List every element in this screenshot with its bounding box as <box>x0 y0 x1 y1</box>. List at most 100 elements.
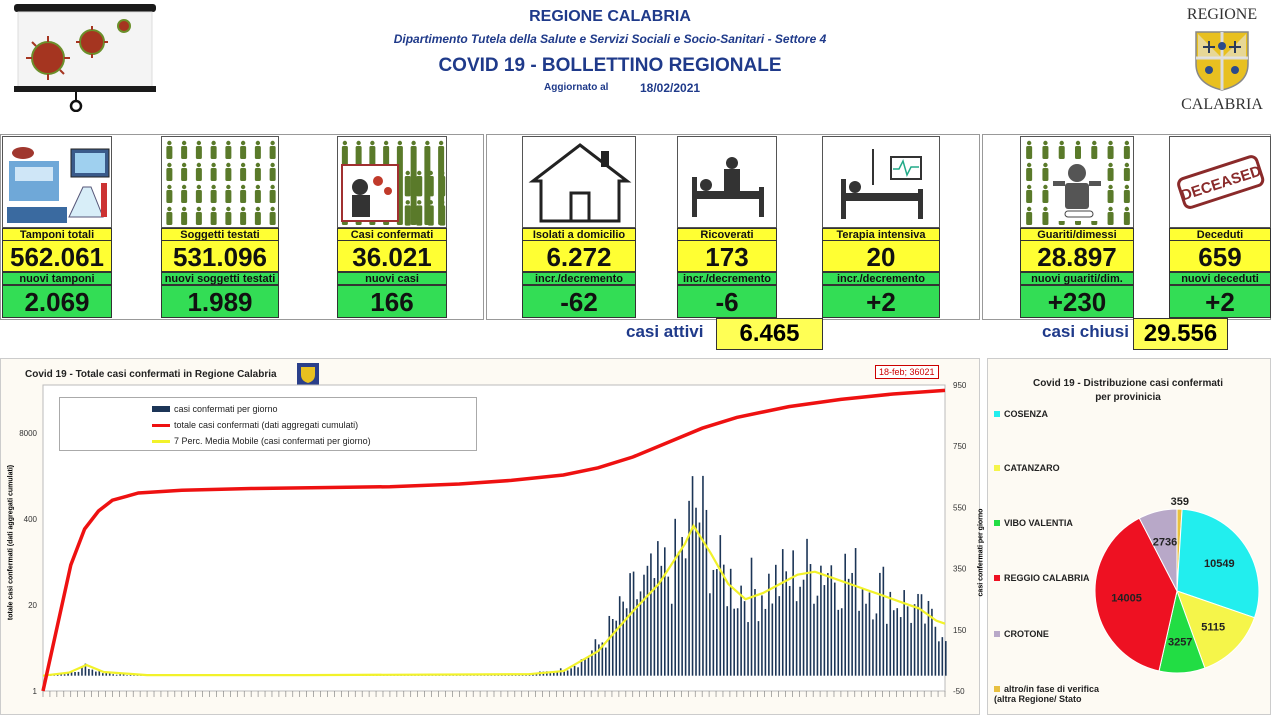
legend-swatch-daily <box>152 406 170 412</box>
tile-value: 20 <box>822 240 940 272</box>
icu-bed-icon <box>822 136 940 228</box>
daily-bar <box>78 672 80 676</box>
tile-sub-label: nuovi soggetti testati <box>161 272 279 285</box>
legend-item-daily: casi confermati per giorno <box>152 404 278 414</box>
daily-bar <box>595 639 597 675</box>
daily-bar <box>723 565 725 676</box>
regione-calabria-logo: REGIONE CALABRIA <box>1176 4 1268 112</box>
tile-sub-label: incr./decremento <box>677 272 777 285</box>
daily-bar <box>775 565 777 676</box>
legend-item-moving-avg: 7 Perc. Media Mobile (casi confermati pe… <box>152 436 371 446</box>
daily-bar <box>709 593 711 675</box>
left-tick-label: 400 <box>24 515 38 524</box>
bulletin-title: COVID 19 - BOLLETTINO REGIONALE <box>380 55 840 77</box>
daily-bar <box>792 550 794 675</box>
daily-bar <box>817 596 819 676</box>
daily-bar <box>740 586 742 676</box>
tile-sub-value: +2 <box>822 285 940 318</box>
daily-bar <box>584 658 586 675</box>
house-icon <box>522 136 636 228</box>
casi-attivi-label: casi attivi <box>626 322 704 342</box>
daily-bar <box>563 672 565 676</box>
coat-of-arms-icon <box>1192 28 1252 92</box>
daily-bar <box>896 608 898 676</box>
tile-terapia-intensiva: Terapia intensiva 20 incr./decremento +2 <box>822 136 940 320</box>
daily-bar <box>837 610 839 676</box>
main-chart-panel: Covid 19 - Totale casi confermati in Reg… <box>0 358 980 715</box>
daily-bar <box>116 675 118 676</box>
department-subtitle: Dipartimento Tutela della Salute e Servi… <box>330 32 890 46</box>
tile-value: 173 <box>677 240 777 272</box>
daily-bar <box>692 476 694 676</box>
daily-bar <box>570 668 572 675</box>
tile-tamponi-totali: Tamponi totali 562.061 nuovi tamponi 2.0… <box>2 136 112 320</box>
daily-bar <box>827 573 829 676</box>
updated-label: Aggiornato al <box>544 82 608 93</box>
daily-bar <box>924 624 926 676</box>
tile-value: 659 <box>1169 240 1271 272</box>
daily-bar <box>726 606 728 675</box>
daily-bar <box>622 602 624 676</box>
pie-slice-label: 3257 <box>1168 637 1192 649</box>
daily-bar <box>893 610 895 675</box>
legend-label-daily: casi confermati per giorno <box>174 404 278 414</box>
tile-ricoverati: Ricoverati 173 incr./decremento -6 <box>677 136 777 320</box>
tile-sub-value: -62 <box>522 285 636 318</box>
right-tick-label: 950 <box>953 381 967 390</box>
daily-bar <box>824 585 826 676</box>
daily-bar <box>678 552 680 676</box>
deceased-stamp-icon: DECEASED <box>1169 136 1271 228</box>
daily-bar <box>664 547 666 675</box>
daily-bar <box>605 648 607 676</box>
pie-slice-label: 10549 <box>1204 558 1235 570</box>
daily-bar <box>751 558 753 676</box>
daily-bar <box>935 627 937 676</box>
daily-bar <box>744 601 746 676</box>
daily-bar <box>810 564 812 676</box>
tile-deceduti: DECEASED Deceduti 659 nuovi deceduti +2 <box>1169 136 1271 320</box>
daily-bar <box>834 583 836 676</box>
right-tick-label: 150 <box>953 626 967 635</box>
daily-bar <box>754 589 756 676</box>
tile-sub-label: incr./decremento <box>822 272 940 285</box>
daily-bar <box>942 637 944 676</box>
daily-bar <box>848 579 850 676</box>
right-tick-label: 750 <box>953 442 967 451</box>
daily-bar <box>938 641 940 675</box>
daily-bar <box>706 510 708 676</box>
daily-bar <box>841 608 843 675</box>
daily-bar <box>799 587 801 676</box>
daily-bar <box>695 508 697 676</box>
tile-sub-value: 1.989 <box>161 285 279 318</box>
daily-bar <box>879 573 881 676</box>
daily-bar <box>865 604 867 676</box>
tile-sub-label: nuovi deceduti <box>1169 272 1271 285</box>
daily-bar <box>112 674 114 675</box>
chart-legend: casi confermati per giorno totale casi c… <box>59 397 477 451</box>
daily-bar <box>785 571 787 675</box>
pie-chart-panel: Covid 19 - Distribuzione casi confermati… <box>987 358 1271 715</box>
daily-bar <box>803 580 805 676</box>
daily-bar <box>806 539 808 676</box>
daily-bar <box>747 622 749 676</box>
tile-sub-value: +230 <box>1020 285 1134 318</box>
pie-slice-label: 14005 <box>1111 593 1142 605</box>
daily-bar <box>917 594 919 676</box>
tile-value: 562.061 <box>2 240 112 272</box>
tile-sub-label: nuovi tamponi <box>2 272 112 285</box>
legend-swatch-cumulative <box>152 424 170 427</box>
daily-bar <box>872 619 874 675</box>
daily-bar <box>921 594 923 675</box>
daily-bar <box>702 476 704 676</box>
recovered-person-icon <box>1020 136 1134 228</box>
daily-bar <box>761 595 763 675</box>
daily-bar <box>574 666 576 676</box>
right-tick-label: -50 <box>953 687 965 696</box>
daily-bar <box>858 611 860 676</box>
daily-bar <box>123 674 125 675</box>
daily-bar <box>758 621 760 676</box>
region-heading: REGIONE CALABRIA <box>380 8 840 26</box>
daily-bar <box>945 641 947 676</box>
tile-soggetti-testati: Soggetti testati 531.096 nuovi soggetti … <box>161 136 279 320</box>
daily-bar <box>629 573 631 676</box>
